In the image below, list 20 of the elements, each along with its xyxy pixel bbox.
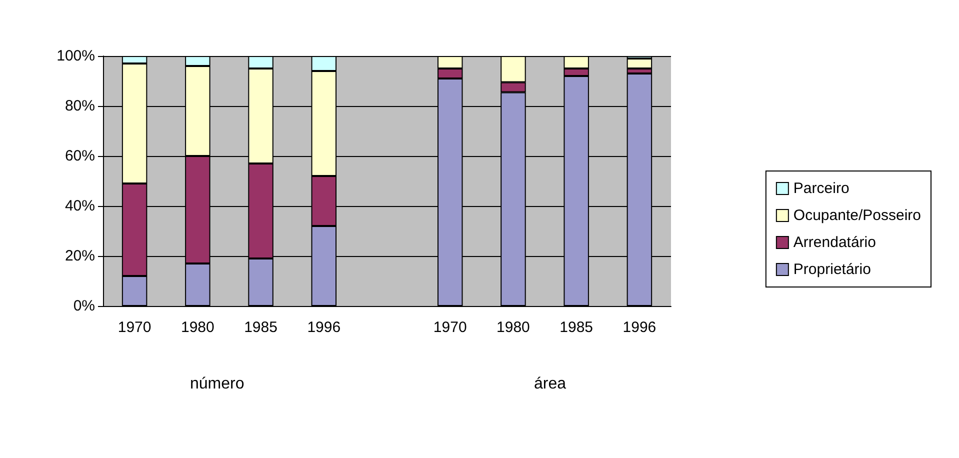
text: número: [190, 376, 244, 392]
x-tick-label: 1980: [496, 319, 530, 336]
x-tick-label: 1980: [180, 319, 214, 336]
x-tick-label: 1996: [307, 319, 341, 336]
y-tick-label: 100%: [56, 48, 95, 64]
y-tick-label: 20%: [64, 248, 95, 264]
legend-label: Parceiro: [793, 180, 850, 197]
legend-label: Proprietário: [793, 261, 871, 278]
x-tick-label: 1970: [433, 319, 467, 336]
text: área: [534, 376, 566, 392]
x-tick-label: 1970: [118, 319, 152, 336]
x-tick-label: 1985: [560, 319, 594, 336]
legend-label: Ocupante/Posseiro: [793, 207, 922, 224]
x-tick-label: 1996: [622, 319, 656, 336]
y-tick-label: 40%: [64, 198, 95, 214]
legend-label: Arrendatário: [793, 234, 876, 251]
y-tick-label: 80%: [64, 98, 95, 114]
x-tick-label: 1985: [244, 319, 278, 336]
y-tick-label: 0%: [73, 298, 95, 314]
y-tick-label: 60%: [64, 148, 95, 164]
